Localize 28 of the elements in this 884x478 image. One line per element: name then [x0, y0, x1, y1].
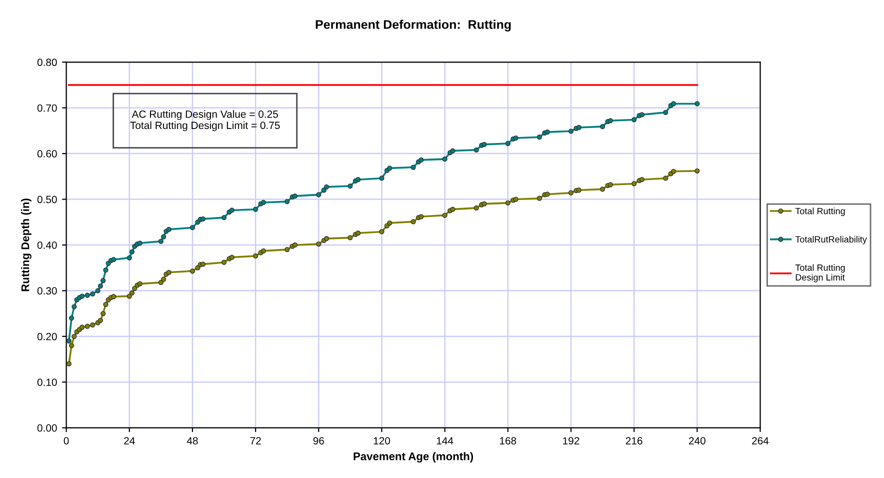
y-tick-label: 0.50 — [37, 196, 57, 204]
legend-label: Total Rutting Design Limit — [795, 264, 845, 282]
x-tick-label: 48 — [186, 437, 198, 444]
x-tick-label: 192 — [563, 437, 580, 444]
y-tick-label: 0.20 — [37, 332, 57, 340]
y-axis-title: Rutting Depth (in) — [21, 198, 32, 292]
x-tick-label: 144 — [436, 437, 454, 444]
x-axis-title: Pavement Age (month) — [354, 452, 474, 463]
y-tick-label: 0.00 — [37, 424, 57, 432]
legend-label: TotalRutReliability — [795, 236, 867, 244]
x-tick-label: 264 — [752, 437, 769, 444]
y-tick-label: 0.70 — [37, 104, 57, 112]
x-tick-label: 168 — [500, 437, 516, 444]
chart-title: Permanent Deformation: Rutting — [316, 20, 511, 32]
x-tick-label: 72 — [250, 437, 261, 444]
annotation: AC Rutting Design Value = 0.25 Total Rutting Design Limit = 0.75 — [130, 110, 280, 132]
legend-label: Total Rutting — [795, 208, 845, 216]
x-tick-label: 24 — [124, 437, 135, 444]
x-tick-label: 96 — [313, 437, 324, 444]
x-tick-label: 216 — [626, 437, 642, 444]
y-tick-label: 0.40 — [37, 241, 57, 249]
y-tick-label: 0.30 — [37, 287, 57, 295]
y-tick-label: 0.60 — [37, 150, 57, 158]
x-tick-label: 240 — [688, 437, 706, 444]
y-tick-label: 0.10 — [37, 378, 57, 386]
x-tick-label: 120 — [374, 437, 390, 444]
x-tick-label: 0 — [64, 437, 69, 444]
y-tick-label: 0.80 — [37, 58, 57, 66]
